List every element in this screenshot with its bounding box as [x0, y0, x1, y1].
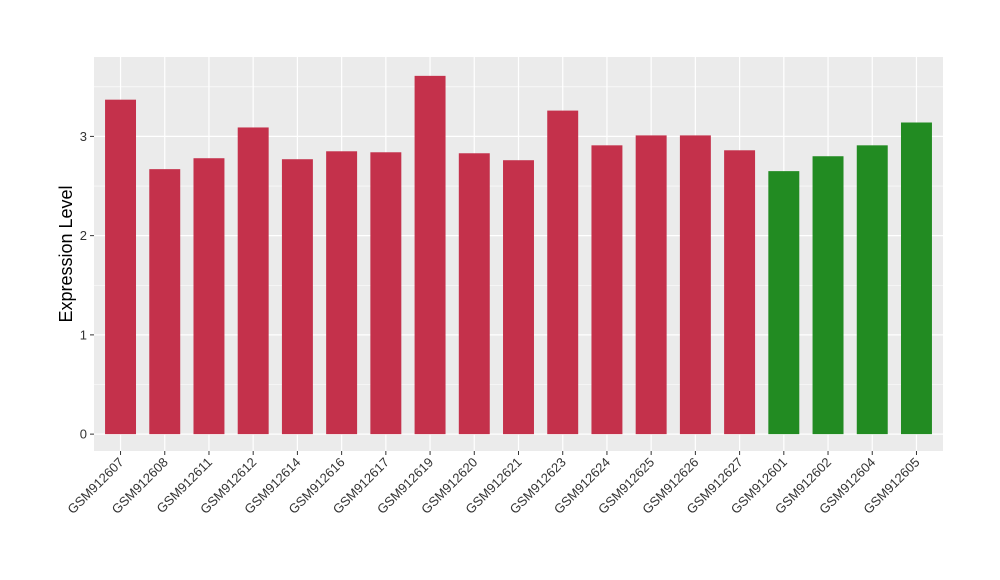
- bar-GSM912601: [768, 171, 800, 435]
- bar-GSM912608: [149, 169, 181, 435]
- bar-GSM912625: [635, 135, 667, 435]
- bar-GSM912620: [458, 153, 490, 435]
- bar-GSM912604: [856, 145, 888, 435]
- bar-GSM912611: [193, 158, 225, 435]
- bar-GSM912617: [370, 152, 402, 435]
- bar-GSM912623: [547, 110, 579, 435]
- bar-GSM912614: [281, 159, 313, 435]
- bar-GSM912619: [414, 75, 446, 435]
- y-tick-label: 3: [80, 129, 87, 144]
- bar-GSM912612: [237, 127, 269, 435]
- bar-GSM912624: [591, 145, 623, 435]
- bar-GSM912626: [679, 135, 711, 435]
- bar-GSM912605: [900, 122, 932, 435]
- bars: [105, 75, 932, 435]
- bar-GSM912607: [105, 99, 137, 435]
- y-axis-title: Expression Level: [56, 185, 76, 322]
- bar-GSM912602: [812, 156, 844, 435]
- y-tick-label: 0: [80, 427, 87, 442]
- x-axis: GSM912607GSM912608GSM912611GSM912612GSM9…: [64, 451, 923, 517]
- y-tick-label: 1: [80, 327, 87, 342]
- y-tick-label: 2: [80, 228, 87, 243]
- bar-GSM912621: [503, 160, 534, 435]
- bar-GSM912627: [724, 150, 756, 435]
- y-axis: 0 1 2 3: [80, 129, 94, 442]
- bar-GSM912616: [326, 151, 358, 435]
